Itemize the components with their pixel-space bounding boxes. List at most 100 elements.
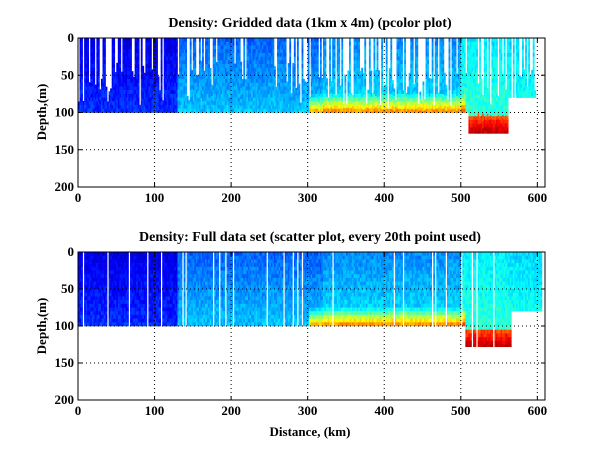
data-cell [414, 90, 417, 95]
data-cell [224, 75, 227, 80]
data-cell [91, 93, 94, 98]
data-cell [234, 104, 237, 109]
data-cell [349, 60, 351, 65]
data-cell [226, 82, 229, 87]
data-cell [277, 67, 279, 72]
data-cell [506, 127, 509, 132]
data-cell [120, 90, 123, 95]
data-cell [85, 60, 88, 65]
data-cell [252, 45, 255, 50]
data-cell [84, 86, 86, 91]
data-cell [440, 75, 443, 80]
data-cell [85, 90, 88, 95]
data-cell [277, 52, 279, 57]
data-cell [411, 82, 414, 87]
data-cell [322, 49, 325, 54]
data-cell [440, 52, 443, 57]
data-cell [405, 104, 408, 109]
data-cell [529, 75, 532, 80]
data-cell [427, 41, 429, 46]
data-cell [322, 56, 325, 61]
data-cell [333, 101, 336, 106]
data-cell [252, 60, 255, 65]
data-cell [278, 45, 281, 50]
data-cell [93, 263, 96, 268]
data-cell [134, 75, 137, 80]
data-cell [182, 67, 184, 72]
data-cell [258, 56, 261, 61]
data-cell [301, 101, 304, 106]
data-cell [97, 255, 100, 260]
data-cell [353, 49, 356, 54]
data-cell [110, 106, 112, 111]
data-cell [491, 67, 494, 72]
data-cell [104, 93, 106, 98]
data-cell [375, 69, 377, 74]
data-cell [231, 67, 233, 72]
data-cell [240, 102, 243, 107]
data-cell [479, 52, 481, 57]
data-cell [283, 105, 285, 110]
data-cell [251, 67, 253, 72]
data-cell [485, 78, 488, 83]
data-cell [260, 78, 263, 83]
data-cell [509, 49, 512, 54]
data-cell [280, 108, 282, 113]
data-cell [145, 60, 148, 65]
data-cell [280, 93, 282, 98]
data-cell [529, 82, 532, 87]
data-cell [362, 87, 365, 92]
data-cell [315, 45, 318, 50]
data-cell [113, 108, 116, 113]
data-cell [336, 49, 339, 54]
data-cell [488, 41, 491, 46]
data-cell [411, 64, 414, 69]
data-cell [246, 101, 249, 106]
data-cell [430, 101, 432, 106]
data-cell [304, 96, 307, 101]
data-cell [333, 52, 336, 57]
data-cell [436, 108, 439, 113]
data-cell [329, 97, 331, 102]
data-cell [486, 125, 489, 130]
data-cell [494, 123, 497, 128]
data-cell [462, 90, 465, 95]
data-cell [177, 93, 180, 98]
data-cell [186, 107, 189, 112]
data-cell [457, 108, 460, 113]
data-cell [206, 71, 209, 76]
data-cell [310, 105, 313, 110]
data-cell [338, 38, 341, 43]
data-cell [90, 300, 93, 305]
data-cell [298, 109, 301, 113]
data-cell [130, 108, 132, 113]
data-cell [85, 105, 88, 110]
data-cell [244, 109, 247, 113]
data-cell [506, 67, 509, 72]
data-cell [116, 96, 119, 101]
data-cell [479, 64, 481, 69]
data-cell [140, 64, 143, 69]
data-cell [453, 38, 455, 43]
data-cell [428, 85, 431, 90]
data-cell [102, 97, 105, 102]
data-cell [300, 110, 302, 113]
data-cell [264, 78, 267, 83]
data-cell [506, 131, 509, 134]
data-cell [96, 270, 99, 275]
data-cell [111, 78, 114, 83]
data-cell [78, 314, 80, 319]
data-cell [468, 90, 471, 95]
data-cell [315, 71, 318, 76]
data-cell [224, 49, 227, 54]
data-cell [390, 75, 393, 80]
data-cell [200, 71, 203, 76]
data-cell [385, 101, 388, 106]
data-cell [399, 52, 402, 57]
data-cell [296, 97, 299, 102]
data-cell [338, 93, 341, 98]
data-cell [390, 67, 393, 72]
data-cell [79, 56, 82, 61]
data-cell [509, 75, 512, 80]
